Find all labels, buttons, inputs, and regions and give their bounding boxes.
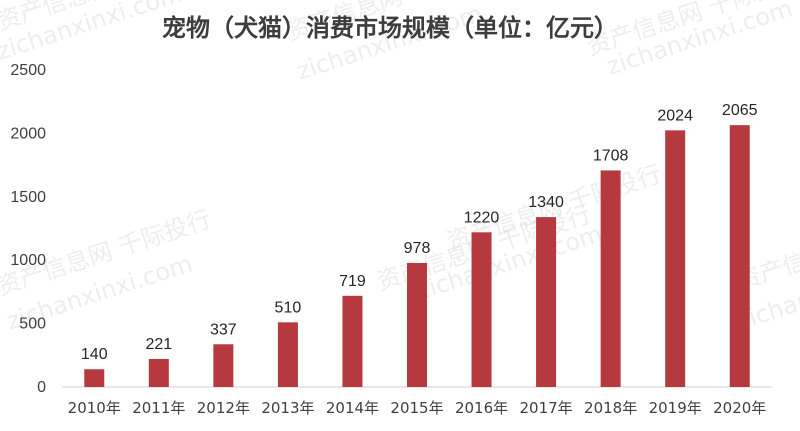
data-label: 140 <box>81 346 108 363</box>
x-tick-label: 2018年 <box>584 399 637 417</box>
data-label: 1340 <box>528 194 564 211</box>
bar <box>407 262 427 387</box>
x-tick-label: 2013年 <box>261 399 314 417</box>
x-tick-label: 2017年 <box>519 399 572 417</box>
x-tick-label: 2015年 <box>390 399 443 417</box>
y-tick-label: 2500 <box>10 62 46 79</box>
x-tick-label: 2016年 <box>455 399 508 417</box>
y-tick-label: 500 <box>19 316 46 333</box>
y-tick-label: 2000 <box>10 125 46 142</box>
bar <box>729 125 750 388</box>
data-label: 2065 <box>722 102 758 119</box>
data-label: 2024 <box>657 107 693 124</box>
y-tick-label: 1500 <box>10 189 46 206</box>
x-tick-label: 2011年 <box>132 399 185 417</box>
data-label: 337 <box>210 321 237 338</box>
data-label: 1220 <box>464 209 500 226</box>
x-tick-label: 2010年 <box>68 399 121 417</box>
y-tick-label: 1000 <box>10 252 46 269</box>
bar <box>342 295 363 387</box>
y-tick-label: 0 <box>37 379 46 396</box>
bar <box>277 322 298 387</box>
x-tick-label: 2019年 <box>649 399 702 417</box>
data-label: 221 <box>145 336 172 353</box>
bar <box>148 358 169 387</box>
data-label: 978 <box>404 240 431 257</box>
x-tick-label: 2014年 <box>326 399 379 417</box>
bar <box>600 170 621 387</box>
bar <box>665 130 686 387</box>
data-label: 510 <box>275 299 302 316</box>
bars <box>84 125 750 388</box>
x-axis: 2010年 2011年 2012年 2013年 2014年 2015年 2016年 2017年… <box>68 399 767 417</box>
data-labels: 140 221 337 510 719 978 1220 1340 1708 2024 2065 <box>81 102 758 363</box>
x-tick-label: 2012年 <box>197 399 250 417</box>
bar <box>84 369 105 387</box>
x-tick-label: 2020年 <box>713 399 766 417</box>
y-axis: 0 500 1000 1500 2000 2500 <box>10 62 46 396</box>
data-label: 1708 <box>593 147 629 164</box>
chart-title: 宠物（犬猫）消费市场规模（单位：亿元） <box>162 14 618 42</box>
bar <box>471 232 492 387</box>
data-label: 719 <box>339 273 366 290</box>
bar <box>536 217 557 387</box>
bar <box>213 344 234 387</box>
